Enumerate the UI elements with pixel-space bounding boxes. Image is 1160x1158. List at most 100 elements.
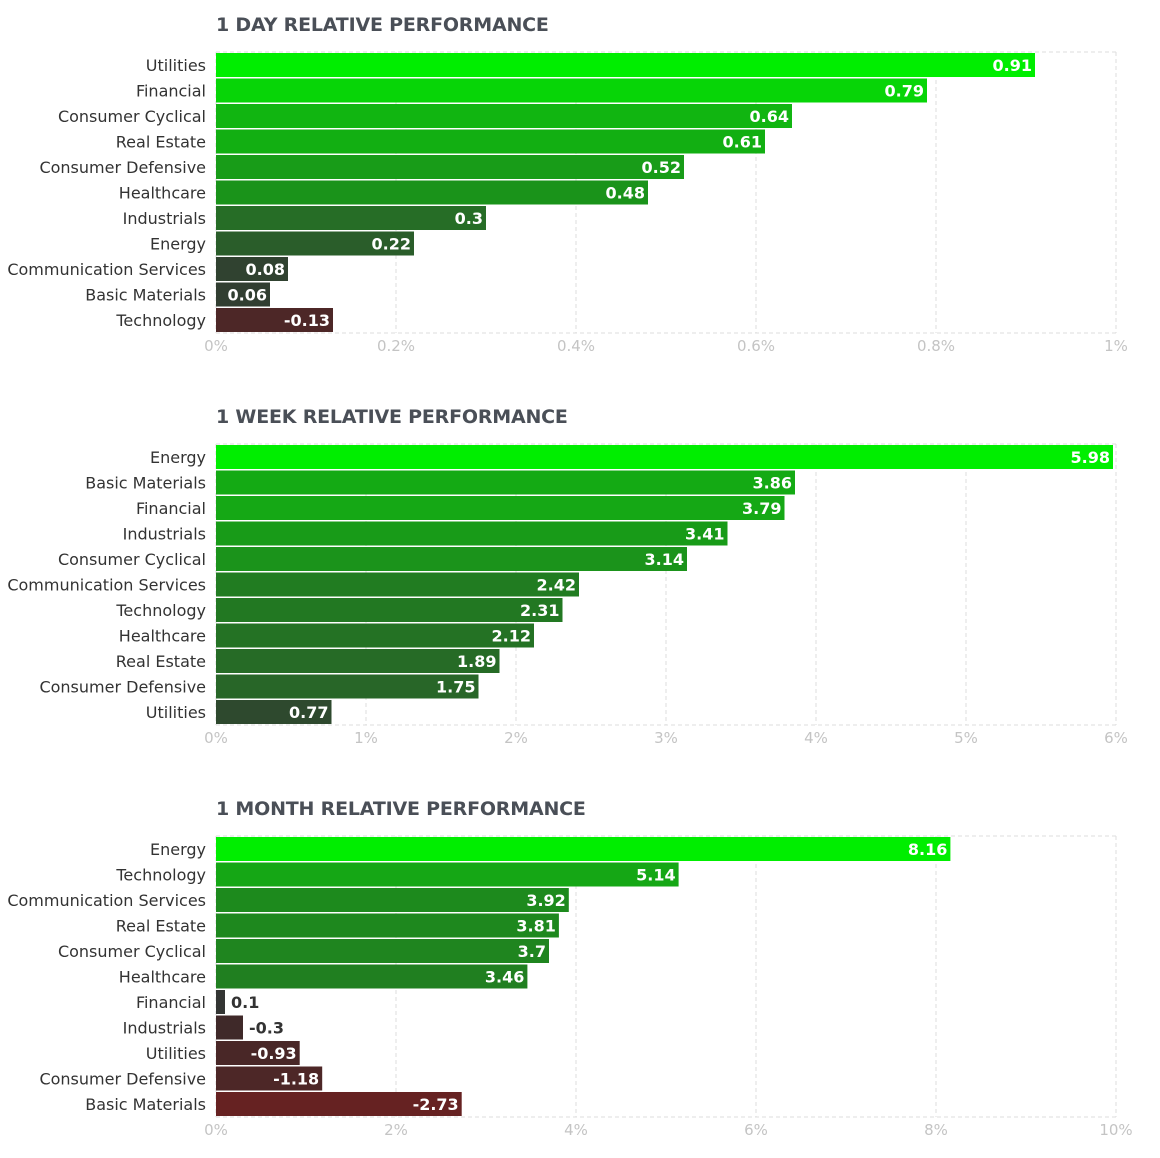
value-label: 8.16 xyxy=(908,840,947,859)
category-label: Energy xyxy=(150,235,206,254)
bar xyxy=(216,308,333,332)
bar xyxy=(216,257,288,281)
category-label: Healthcare xyxy=(119,968,206,987)
category-label: Consumer Defensive xyxy=(39,1070,206,1089)
bar xyxy=(216,155,684,179)
chart-title: 1 MONTH RELATIVE PERFORMANCE xyxy=(216,798,586,820)
value-label: 0.77 xyxy=(289,703,328,722)
bar-chart-1week: 0% 1% 2% 3% 4% 5% 6% Energy 5.98 Basic Materials 3… xyxy=(7,443,1128,747)
bar xyxy=(216,445,1113,469)
x-tick-label: 0% xyxy=(204,337,228,355)
category-label: Basic Materials xyxy=(85,286,206,305)
bar xyxy=(216,598,563,622)
x-tick-label: 3% xyxy=(654,729,678,747)
value-label: 5.14 xyxy=(636,866,675,885)
value-label: 1.89 xyxy=(457,652,496,671)
x-tick-label: 1% xyxy=(1104,337,1128,355)
value-label: -0.13 xyxy=(284,311,330,330)
category-label: Real Estate xyxy=(116,133,206,152)
category-label: Industrials xyxy=(123,525,206,544)
chart-title: 1 WEEK RELATIVE PERFORMANCE xyxy=(216,406,568,428)
bar xyxy=(216,913,559,938)
category-label: Communication Services xyxy=(7,260,206,279)
x-tick-label: 6% xyxy=(1104,729,1128,747)
value-label: 3.86 xyxy=(753,474,792,493)
bar xyxy=(216,888,569,912)
value-label: 0.64 xyxy=(750,107,789,126)
x-tick-label: 0.4% xyxy=(557,337,595,355)
x-tick-label: 1% xyxy=(354,729,378,747)
value-label: 3.14 xyxy=(645,550,684,569)
value-label: 2.12 xyxy=(492,627,531,646)
bar xyxy=(216,1041,300,1065)
category-label: Utilities xyxy=(146,703,206,722)
value-label: -2.73 xyxy=(413,1095,459,1114)
value-label: 3.41 xyxy=(685,525,724,544)
bar xyxy=(216,180,648,205)
bar xyxy=(216,964,528,989)
value-label: 3.7 xyxy=(518,942,546,961)
value-label: -0.3 xyxy=(249,1019,284,1038)
bar xyxy=(216,939,549,963)
x-tick-label: 0.6% xyxy=(737,337,775,355)
category-label: Basic Materials xyxy=(85,474,206,493)
bar-chart-1day: 0% 0.2% 0.4% 0.6% 0.8% 1% Utilities 0.91 Financi… xyxy=(7,51,1128,355)
category-label: Utilities xyxy=(146,56,206,75)
chart-panel-1month: 1 MONTH RELATIVE PERFORMANCE 0% 2% 4% 6% 8% 1… xyxy=(0,798,1160,1158)
category-label: Real Estate xyxy=(116,652,206,671)
x-tick-label: 8% xyxy=(924,1121,948,1139)
bar xyxy=(216,674,479,699)
bar xyxy=(216,649,500,673)
bar xyxy=(216,700,332,724)
bar xyxy=(216,1066,323,1091)
category-label: Consumer Defensive xyxy=(39,158,206,177)
value-label: 3.79 xyxy=(742,499,781,518)
bar xyxy=(216,623,534,648)
bar xyxy=(216,282,270,307)
category-label: Consumer Defensive xyxy=(39,678,206,697)
value-label: 3.46 xyxy=(485,968,524,987)
bar xyxy=(216,572,579,597)
value-label: 3.92 xyxy=(526,891,565,910)
bar xyxy=(216,862,679,887)
value-label: 0.52 xyxy=(642,158,681,177)
x-tick-label: 2% xyxy=(504,729,528,747)
value-label: 0.3 xyxy=(455,209,483,228)
category-label: Basic Materials xyxy=(85,1095,206,1114)
x-tick-label: 0% xyxy=(204,1121,228,1139)
bar xyxy=(216,547,687,571)
category-label: Financial xyxy=(136,82,206,101)
category-label: Technology xyxy=(115,866,206,885)
value-label: 1.75 xyxy=(436,678,475,697)
x-tick-label: 6% xyxy=(744,1121,768,1139)
value-label: 5.98 xyxy=(1071,448,1110,467)
value-label: 3.81 xyxy=(516,917,555,936)
category-label: Communication Services xyxy=(7,576,206,595)
category-label: Utilities xyxy=(146,1044,206,1063)
value-label: 0.91 xyxy=(993,56,1032,75)
bar xyxy=(216,837,951,861)
x-tick-label: 4% xyxy=(804,729,828,747)
bar xyxy=(216,990,225,1014)
bar xyxy=(216,1092,462,1116)
category-label: Industrials xyxy=(123,209,206,228)
x-tick-label: 0.2% xyxy=(377,337,415,355)
bar xyxy=(216,496,785,520)
bar xyxy=(216,129,765,154)
x-tick-label: 4% xyxy=(564,1121,588,1139)
value-label: 0.61 xyxy=(723,133,762,152)
bar xyxy=(216,206,486,230)
value-label: 0.06 xyxy=(228,286,267,305)
bar xyxy=(216,521,728,546)
bar xyxy=(216,231,414,256)
value-label: 2.42 xyxy=(537,576,576,595)
x-tick-label: 10% xyxy=(1099,1121,1132,1139)
category-label: Consumer Cyclical xyxy=(58,550,206,569)
bar xyxy=(216,104,792,128)
x-tick-label: 0% xyxy=(204,729,228,747)
value-label: -1.18 xyxy=(273,1070,319,1089)
value-label: -0.93 xyxy=(251,1044,297,1063)
bar xyxy=(216,78,927,103)
value-label: 0.1 xyxy=(231,993,259,1012)
bar xyxy=(216,53,1035,77)
